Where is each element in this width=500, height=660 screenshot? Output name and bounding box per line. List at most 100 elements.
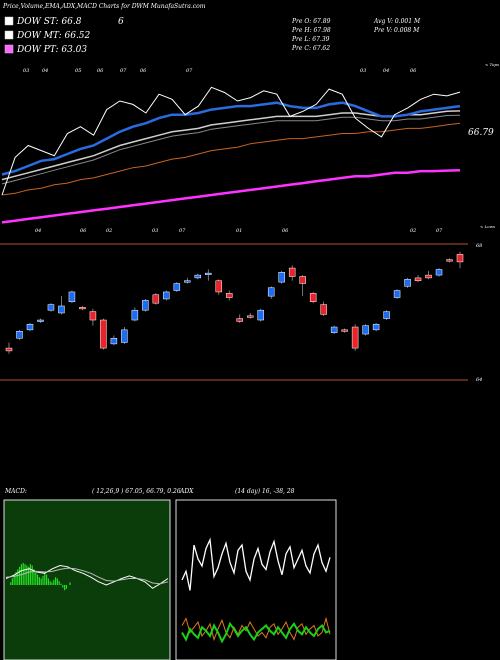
- lower-price-label: 64: [476, 377, 482, 383]
- candle-up: [131, 309, 139, 321]
- legend-swatch: [4, 16, 14, 26]
- low-date-label: 02: [106, 228, 112, 234]
- candle-up: [194, 274, 202, 279]
- candle-down: [341, 329, 348, 332]
- macd-params: ( 12,26,9 ) 67.05, 66.79, 0.26: [92, 488, 181, 495]
- macd-hist-bar: [60, 583, 62, 585]
- candle-down: [246, 315, 254, 318]
- pre-volume: Pre V: 0.008 M: [373, 27, 420, 34]
- ohlc-value: Pre O: 67.89: [291, 18, 331, 25]
- macd-hist-bar: [51, 582, 53, 585]
- legend-label: DOW ST: 66.8: [16, 17, 82, 27]
- macd-line: [5, 564, 169, 589]
- candle-up: [163, 291, 170, 300]
- ema-orange-line: [1, 122, 461, 196]
- price-close-line: [1, 86, 461, 196]
- macd-title: MACD:: [4, 488, 27, 495]
- macd-hist-bar: [47, 578, 49, 585]
- macd-hist-bar: [31, 565, 33, 585]
- candle-up: [362, 325, 369, 335]
- candle-up: [37, 319, 44, 322]
- macd-hist-bar: [24, 564, 26, 585]
- candle-down: [215, 280, 223, 293]
- ema-mid-lower-line: [1, 114, 461, 185]
- candle-down: [100, 319, 107, 349]
- top-date-label: 03: [23, 68, 29, 74]
- top-date-label: 06: [140, 68, 147, 74]
- macd-hist-bar: [56, 578, 58, 585]
- candle-up: [68, 291, 76, 303]
- avg-volume: Avg V: 0.001 M: [373, 18, 421, 25]
- chart-title: Price,Volume,EMA,ADX,MACD Charts for DWM…: [3, 3, 206, 10]
- tops-label: < Tops: [485, 62, 499, 67]
- candle-down: [351, 326, 359, 349]
- candle-up: [58, 305, 65, 314]
- top-date-label: 06: [410, 68, 417, 74]
- legend-swatch: [4, 30, 14, 40]
- ema-long-line: [1, 168, 461, 224]
- top-date-label: 05: [75, 68, 81, 74]
- macd-hist-bar: [62, 585, 64, 588]
- macd-hist-bar: [13, 574, 15, 585]
- adx-line: [181, 537, 331, 591]
- candle-down: [320, 304, 327, 315]
- candle-up: [393, 290, 401, 298]
- macd-hist-bar: [37, 574, 39, 585]
- low-date-label: 07: [179, 228, 186, 234]
- candle-up: [404, 279, 411, 287]
- upper-price-label: 68: [476, 243, 482, 249]
- candle-up: [142, 300, 149, 311]
- macd-hist-bar: [38, 577, 40, 585]
- ohlc-value: Pre C: 67.62: [291, 45, 330, 52]
- ohlc-value: Pre L: 67.39: [291, 36, 330, 43]
- macd-hist-bar: [69, 582, 71, 585]
- adx-params: (14 day) 16, -38, 28: [235, 488, 295, 495]
- low-date-label: 07: [436, 228, 443, 234]
- last-price-label: 66.79: [468, 128, 494, 138]
- macd-hist-bar: [49, 581, 51, 585]
- candle-up: [121, 329, 128, 343]
- legend-swatch: [4, 44, 14, 54]
- candle-up: [278, 272, 285, 283]
- macd-hist-bar: [40, 578, 42, 585]
- candle-up: [110, 338, 118, 345]
- adx-orange-line: [181, 616, 331, 642]
- candle-down: [89, 311, 97, 321]
- low-date-label: 03: [152, 228, 158, 234]
- candle-down: [446, 259, 453, 262]
- low-date-label: 06: [282, 228, 289, 234]
- candle-down: [79, 307, 86, 310]
- low-date-label: 02: [410, 228, 416, 234]
- macd-hist-bar: [15, 572, 17, 585]
- macd-hist-bar: [44, 573, 46, 585]
- top-date-label: 04: [42, 68, 48, 74]
- adx-title: ADX: [179, 488, 194, 495]
- candle-up: [372, 323, 380, 331]
- macd-hist-bar: [53, 579, 55, 585]
- candle-down: [5, 347, 13, 352]
- candle-up: [173, 283, 181, 291]
- macd-hist-bar: [65, 585, 67, 589]
- macd-hist-bar: [46, 574, 48, 585]
- macd-hist-bar: [19, 566, 21, 585]
- macd-hist-bar: [55, 577, 57, 585]
- top-date-label: 06: [97, 68, 104, 74]
- candle-down: [236, 318, 243, 322]
- lows-label: < Lows: [480, 224, 495, 229]
- macd-hist-bar: [29, 564, 31, 585]
- legend-label: DOW PT: 63.03: [16, 45, 87, 55]
- ema-short-line: [1, 101, 461, 176]
- signal-line: [5, 567, 169, 585]
- candle-up: [435, 269, 443, 276]
- candle-up: [47, 304, 55, 311]
- candle-up: [267, 287, 275, 297]
- macd-hist-bar: [64, 585, 66, 591]
- macd-hist-bar: [10, 582, 12, 585]
- macd-hist-bar: [28, 566, 30, 585]
- candle-down: [425, 274, 432, 279]
- macd-hist-bar: [26, 565, 28, 585]
- candle-down: [456, 254, 464, 263]
- macd-hist-bar: [58, 581, 60, 585]
- low-date-label: 04: [35, 228, 41, 234]
